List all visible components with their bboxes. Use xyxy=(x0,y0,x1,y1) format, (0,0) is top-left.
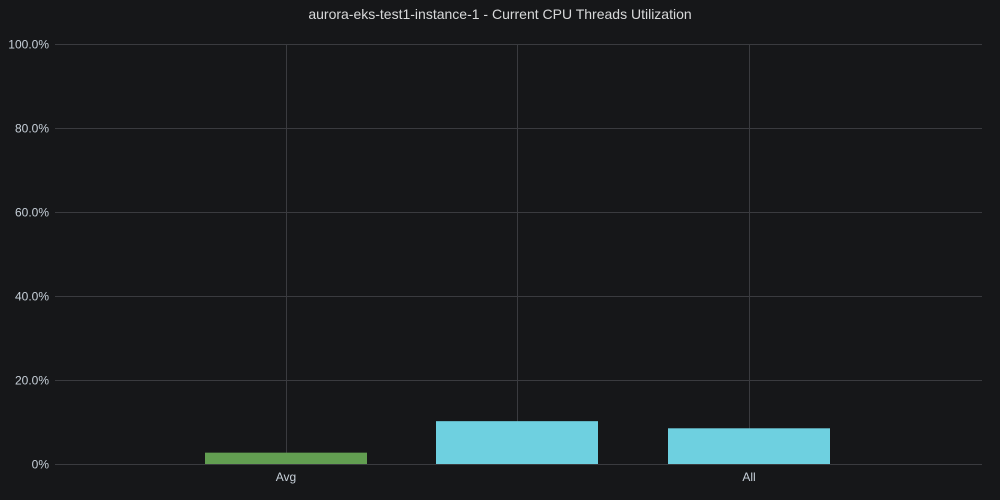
y-tick-label: 60.0% xyxy=(15,206,49,220)
x-tick-label: Avg xyxy=(276,470,296,484)
y-tick-label: 100.0% xyxy=(8,38,49,52)
x-tick-label: All xyxy=(742,470,755,484)
bar-all[interactable] xyxy=(668,428,830,464)
bar-avg[interactable] xyxy=(205,452,367,464)
y-tick-label: 80.0% xyxy=(15,122,49,136)
y-tick-label: 0% xyxy=(32,458,50,472)
bar-series-1[interactable] xyxy=(436,421,598,464)
y-axis: 0% 20.0% 40.0% 60.0% 80.0% 100.0% xyxy=(8,38,49,472)
horizontal-grid xyxy=(55,44,982,465)
y-tick-label: 20.0% xyxy=(15,374,49,388)
panel-title: aurora-eks-test1-instance-1 - Current CP… xyxy=(308,6,692,22)
y-tick-label: 40.0% xyxy=(15,290,49,304)
x-axis: Avg All xyxy=(276,470,756,484)
vertical-grid xyxy=(286,44,750,464)
bars-group xyxy=(205,421,830,464)
